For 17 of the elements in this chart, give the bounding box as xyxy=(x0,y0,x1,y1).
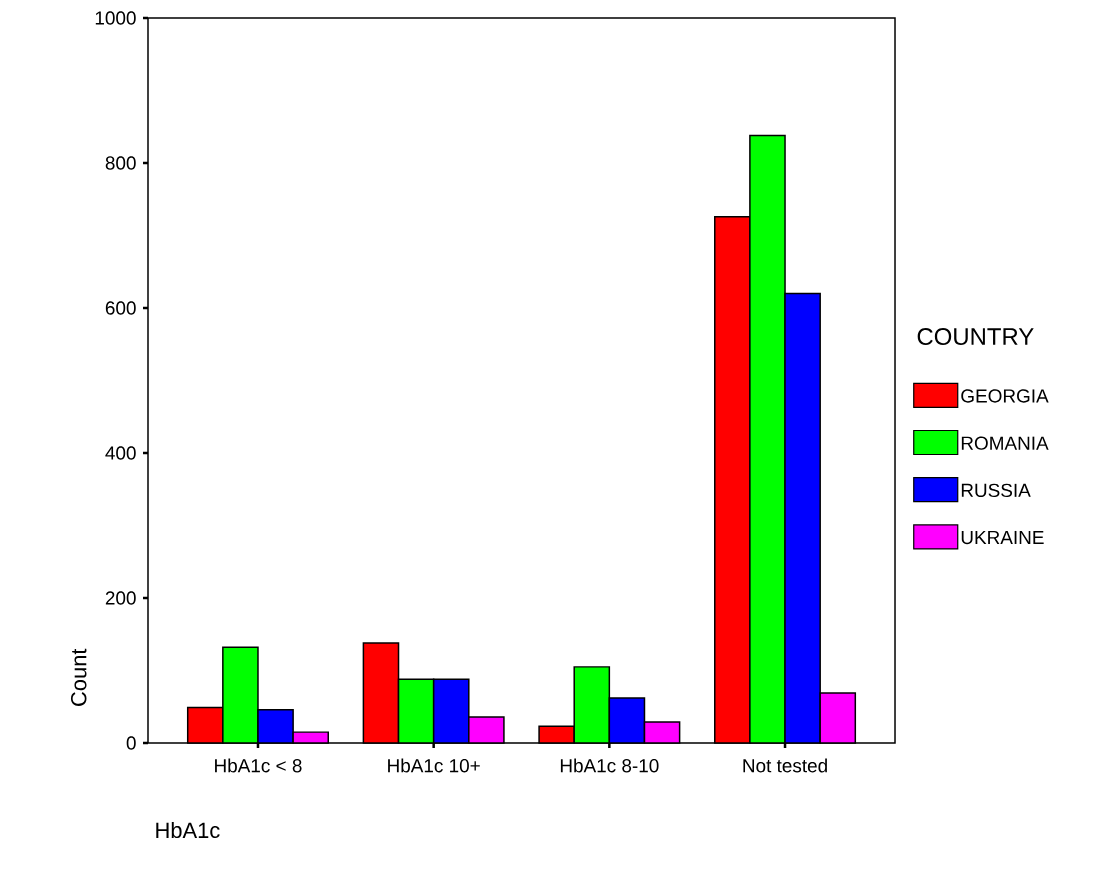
y-tick-label: 400 xyxy=(105,446,136,460)
y-tick-label: 600 xyxy=(105,301,136,315)
x-axis-title: HbA1c xyxy=(156,822,220,839)
legend-label: GEORGIA xyxy=(961,389,1049,403)
legend-title: COUNTRY xyxy=(917,328,1034,345)
y-tick-label: 800 xyxy=(105,156,136,170)
x-tick-label: HbA1c 10+ xyxy=(388,758,480,773)
x-tick-label: HbA1c 8-10 xyxy=(560,758,659,773)
legend-label: UKRAINE xyxy=(961,530,1044,545)
x-tick-label: HbA1c < 8 xyxy=(215,758,302,773)
legend-label: ROMANIA xyxy=(961,436,1049,450)
x-tick-label: Not tested xyxy=(743,758,827,773)
y-tick-label: 0 xyxy=(126,736,136,750)
y-axis-title: Count xyxy=(70,648,87,706)
y-tick-label: 200 xyxy=(105,591,136,605)
legend-label: RUSSIA xyxy=(961,483,1031,498)
y-tick-label: 1000 xyxy=(95,11,136,25)
